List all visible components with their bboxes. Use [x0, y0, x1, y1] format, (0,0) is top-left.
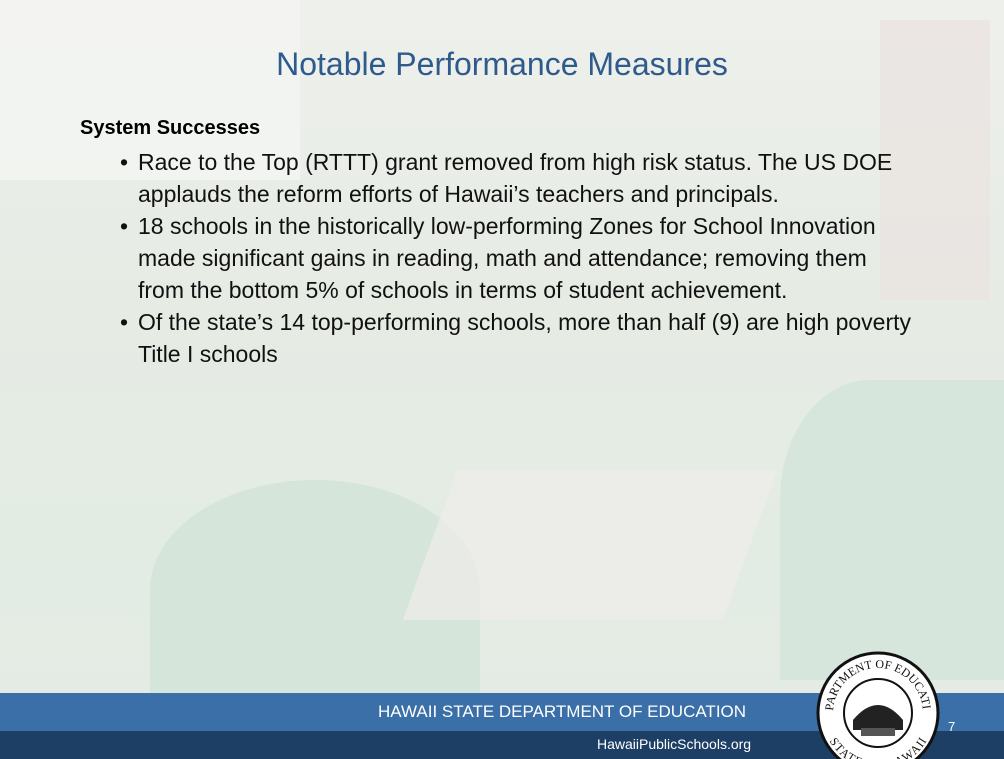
- photo-desk: [403, 470, 778, 620]
- footer-website: HawaiiPublicSchools.org: [597, 736, 751, 752]
- seal-book: [861, 728, 895, 736]
- bullet: Of the state’s 14 top-performing schools…: [118, 306, 918, 370]
- section-heading: System Successes: [80, 117, 260, 140]
- footer-organization: HAWAII STATE DEPARTMENT OF EDUCATION: [378, 702, 746, 722]
- slide-title: Notable Performance Measures: [0, 46, 1004, 83]
- bullet: 18 schools in the historically low-perfo…: [118, 210, 918, 306]
- page-number: 7: [948, 719, 955, 734]
- photo-student: [780, 380, 1004, 680]
- seal: DEPARTMENT OF EDUCATION STATE OF HAWAII: [815, 650, 941, 759]
- bullet-list: Race to the Top (RTTT) grant removed fro…: [118, 146, 918, 370]
- slide: Notable Performance Measures System Succ…: [0, 0, 1004, 759]
- bullet: Race to the Top (RTTT) grant removed fro…: [118, 146, 918, 210]
